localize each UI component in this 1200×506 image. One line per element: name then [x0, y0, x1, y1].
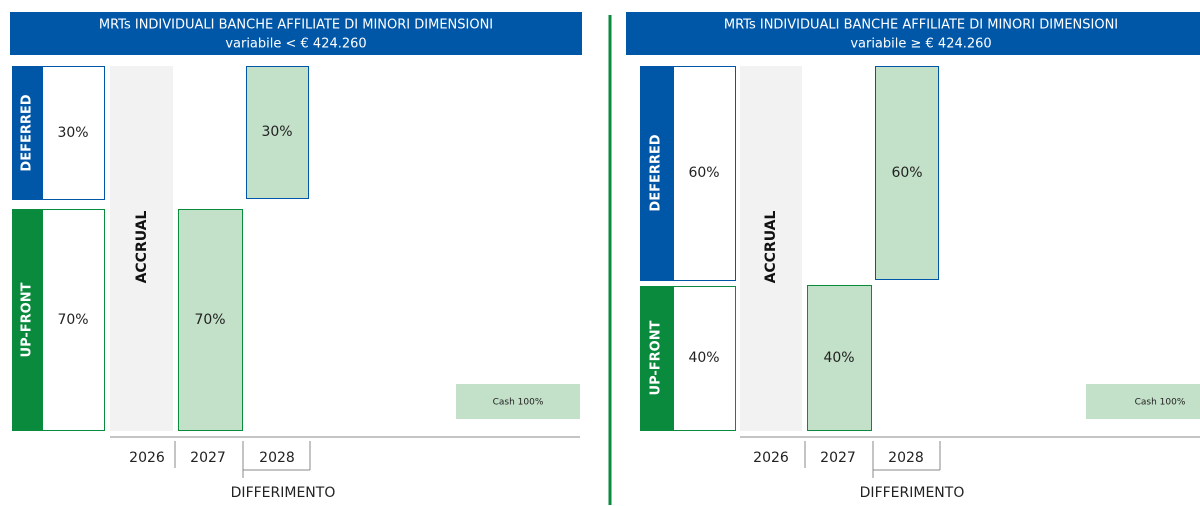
deferred-paid-pct: 30% [261, 124, 292, 140]
upfront-tag [640, 286, 673, 431]
axis-label: DIFFERIMENTO [860, 485, 965, 501]
deferred-tag [640, 66, 673, 281]
cash-box [1086, 384, 1200, 419]
deferred-box [673, 66, 736, 281]
upfront-pct: 70% [57, 312, 88, 328]
header-bar [10, 12, 582, 55]
cash-box [456, 384, 580, 419]
year-label: 2026 [129, 450, 165, 466]
accrual-label: ACCRUAL [763, 210, 779, 283]
deferred-pct: 60% [688, 165, 719, 181]
deferred-pct: 30% [57, 125, 88, 141]
year-label: 2027 [190, 450, 226, 466]
upfront-label: UP-FRONT [649, 320, 664, 395]
year-label: 2027 [820, 450, 856, 466]
axis-label: DIFFERIMENTO [231, 485, 336, 501]
accrual-band [110, 66, 173, 431]
header-subtitle: variabile ≥ € 424.260 [850, 37, 991, 52]
upfront-paid-pct: 70% [194, 312, 225, 328]
year-label: 2026 [753, 450, 789, 466]
deferred-tag [12, 66, 42, 200]
upfront-pct: 40% [688, 350, 719, 366]
upfront-label: UP-FRONT [20, 282, 35, 357]
deferred-paid-box [246, 66, 309, 199]
panel: MRTs INDIVIDUALI BANCHE AFFILIATE DI MIN… [626, 12, 1200, 501]
accrual-label: ACCRUAL [134, 210, 150, 283]
deferred-label: DEFERRED [20, 94, 35, 171]
upfront-paid-pct: 40% [823, 350, 854, 366]
cash-label: Cash 100% [1135, 398, 1186, 408]
header-subtitle: variabile < € 424.260 [225, 37, 366, 52]
deferred-paid-pct: 60% [891, 165, 922, 181]
accrual-band [740, 66, 802, 431]
upfront-paid-box [178, 209, 243, 431]
upfront-tag [12, 209, 42, 431]
upfront-box [42, 209, 105, 431]
deferred-box [42, 66, 105, 200]
upfront-paid-box [807, 285, 872, 431]
upfront-box [673, 286, 736, 431]
deferred-paid-box [875, 66, 939, 280]
header-title: MRTs INDIVIDUALI BANCHE AFFILIATE DI MIN… [99, 18, 493, 33]
panel: MRTs INDIVIDUALI BANCHE AFFILIATE DI MIN… [10, 12, 582, 501]
year-label: 2028 [888, 450, 924, 466]
header-bar [626, 12, 1200, 55]
year-label: 2028 [259, 450, 295, 466]
deferred-label: DEFERRED [649, 134, 664, 211]
cash-label: Cash 100% [493, 398, 544, 408]
header-title: MRTs INDIVIDUALI BANCHE AFFILIATE DI MIN… [724, 18, 1118, 33]
